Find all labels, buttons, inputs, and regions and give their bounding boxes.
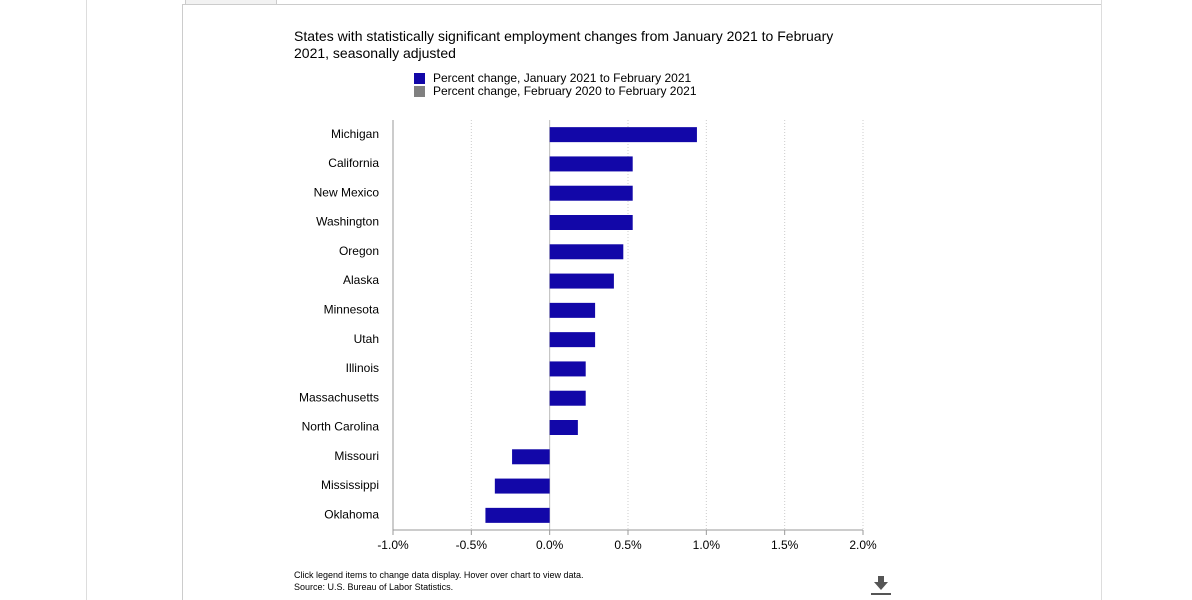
y-tick-label: Utah [354, 332, 379, 346]
y-tick-label: North Carolina [302, 420, 380, 434]
y-tick-label: Oklahoma [324, 508, 379, 522]
bar[interactable] [549, 156, 633, 172]
bar[interactable] [549, 332, 596, 348]
y-tick-label: Mississippi [321, 478, 379, 492]
y-tick-label: Massachusetts [299, 390, 379, 404]
y-tick-label: Oregon [339, 244, 379, 258]
bar[interactable] [549, 390, 586, 406]
note: Source: U.S. Bureau of Labor Statistics. [294, 582, 454, 592]
legend-swatch[interactable] [414, 73, 425, 84]
y-tick-label: California [328, 156, 379, 170]
chart-panel [182, 4, 1101, 600]
bar[interactable] [549, 244, 624, 260]
note: Click legend items to change data displa… [294, 570, 584, 580]
bar[interactable] [485, 507, 550, 523]
x-tick-label: 0.0% [536, 538, 564, 552]
download-icon[interactable] [871, 576, 891, 595]
tab[interactable] [185, 0, 277, 5]
bar[interactable] [494, 478, 550, 494]
x-tick-label: -0.5% [456, 538, 488, 552]
frame-line [1101, 0, 1102, 600]
x-tick-label: 0.5% [614, 538, 642, 552]
bar[interactable] [549, 361, 586, 377]
y-tick-label: Michigan [331, 127, 379, 141]
frame-line [86, 0, 87, 600]
y-tick-label: Alaska [343, 273, 379, 287]
y-tick-label: Washington [316, 215, 379, 229]
legend-label[interactable]: Percent change, January 2021 to February… [433, 71, 691, 85]
bar[interactable] [549, 273, 614, 289]
x-tick-label: 2.0% [849, 538, 877, 552]
bar[interactable] [549, 302, 596, 318]
bar[interactable] [549, 215, 633, 230]
legend-label[interactable]: Percent change, February 2020 to Februar… [433, 84, 697, 98]
x-tick-label: 1.5% [771, 538, 799, 552]
bar[interactable] [549, 185, 633, 201]
x-tick-label: -1.0% [377, 538, 409, 552]
bar[interactable] [549, 127, 697, 143]
bar[interactable] [549, 420, 578, 435]
y-tick-label: Minnesota [324, 303, 380, 317]
bar[interactable] [512, 449, 550, 465]
y-tick-label: New Mexico [314, 185, 380, 199]
y-tick-label: Illinois [346, 361, 379, 375]
y-tick-label: Missouri [334, 449, 379, 463]
x-tick-label: 1.0% [693, 538, 721, 552]
chart-title: States with statistically significant em… [294, 28, 834, 61]
legend-swatch[interactable] [414, 86, 425, 97]
